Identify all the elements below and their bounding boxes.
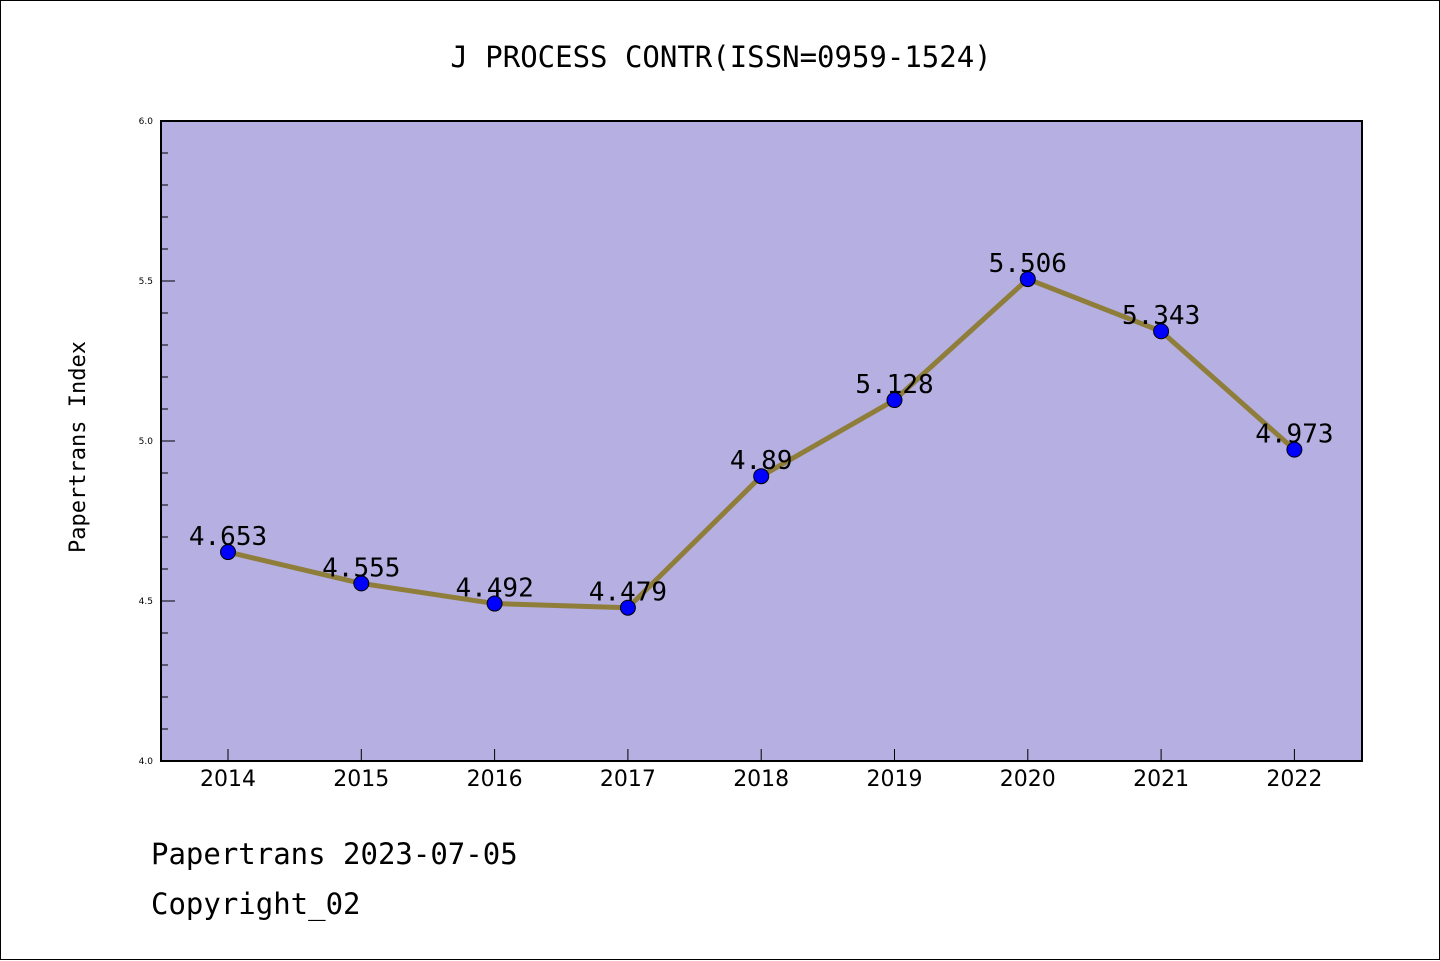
data-label: 4.653 [189,522,267,552]
data-point [353,575,370,592]
x-tick-label: 2020 [1000,767,1056,792]
plot-area [160,120,1363,762]
x-tick-label: 2014 [200,767,256,792]
y-tick-label: 5.5 [139,277,153,287]
data-point [220,544,236,561]
data-point [753,468,770,485]
data-point [1286,441,1303,458]
y-tick-label: 6.0 [139,117,154,127]
x-tick-label: 2021 [1133,767,1189,792]
x-tick-label: 2022 [1266,767,1322,792]
data-point [1019,271,1036,288]
y-tick-label: 4.0 [139,757,154,767]
x-tick-label: 2016 [467,767,523,792]
data-label: 5.128 [855,370,933,400]
data-point [619,599,636,616]
data-label: 4.492 [455,574,533,604]
x-tick-label: 2017 [600,767,656,792]
data-labels: 4.653 4.555 4.492 4.479 4.89 5.128 5.506 5.343 4… [189,249,1334,608]
y-tick-label: 4.5 [139,597,153,607]
x-tick-label: 2018 [733,767,789,792]
data-point [486,595,503,612]
x-tick-label: 2015 [333,767,389,792]
x-axis-ticks: 2014 2015 2016 2017 2018 2019 2020 2021 2022 [200,749,1322,792]
data-label: 4.89 [730,446,793,476]
data-label: 5.506 [989,249,1067,279]
chart-title: J PROCESS CONTR(ISSN=0959-1524) [450,40,991,74]
data-label: 5.343 [1122,301,1200,331]
data-point [1153,323,1170,340]
y-axis-ticks: 4.0 4.5 5.0 5.5 6.0 [139,117,175,767]
footer-date: Papertrans 2023-07-05 [151,837,518,871]
series-markers [220,271,1303,616]
y-tick-label: 5.0 [139,437,154,447]
footer-copyright: Copyright_02 [151,887,361,921]
data-label: 4.973 [1255,420,1333,450]
y-axis-label: Papertrans Index [66,341,91,553]
data-point [886,392,903,409]
data-label: 4.479 [589,578,667,608]
x-tick-label: 2019 [867,767,923,792]
data-label: 4.555 [322,553,400,583]
